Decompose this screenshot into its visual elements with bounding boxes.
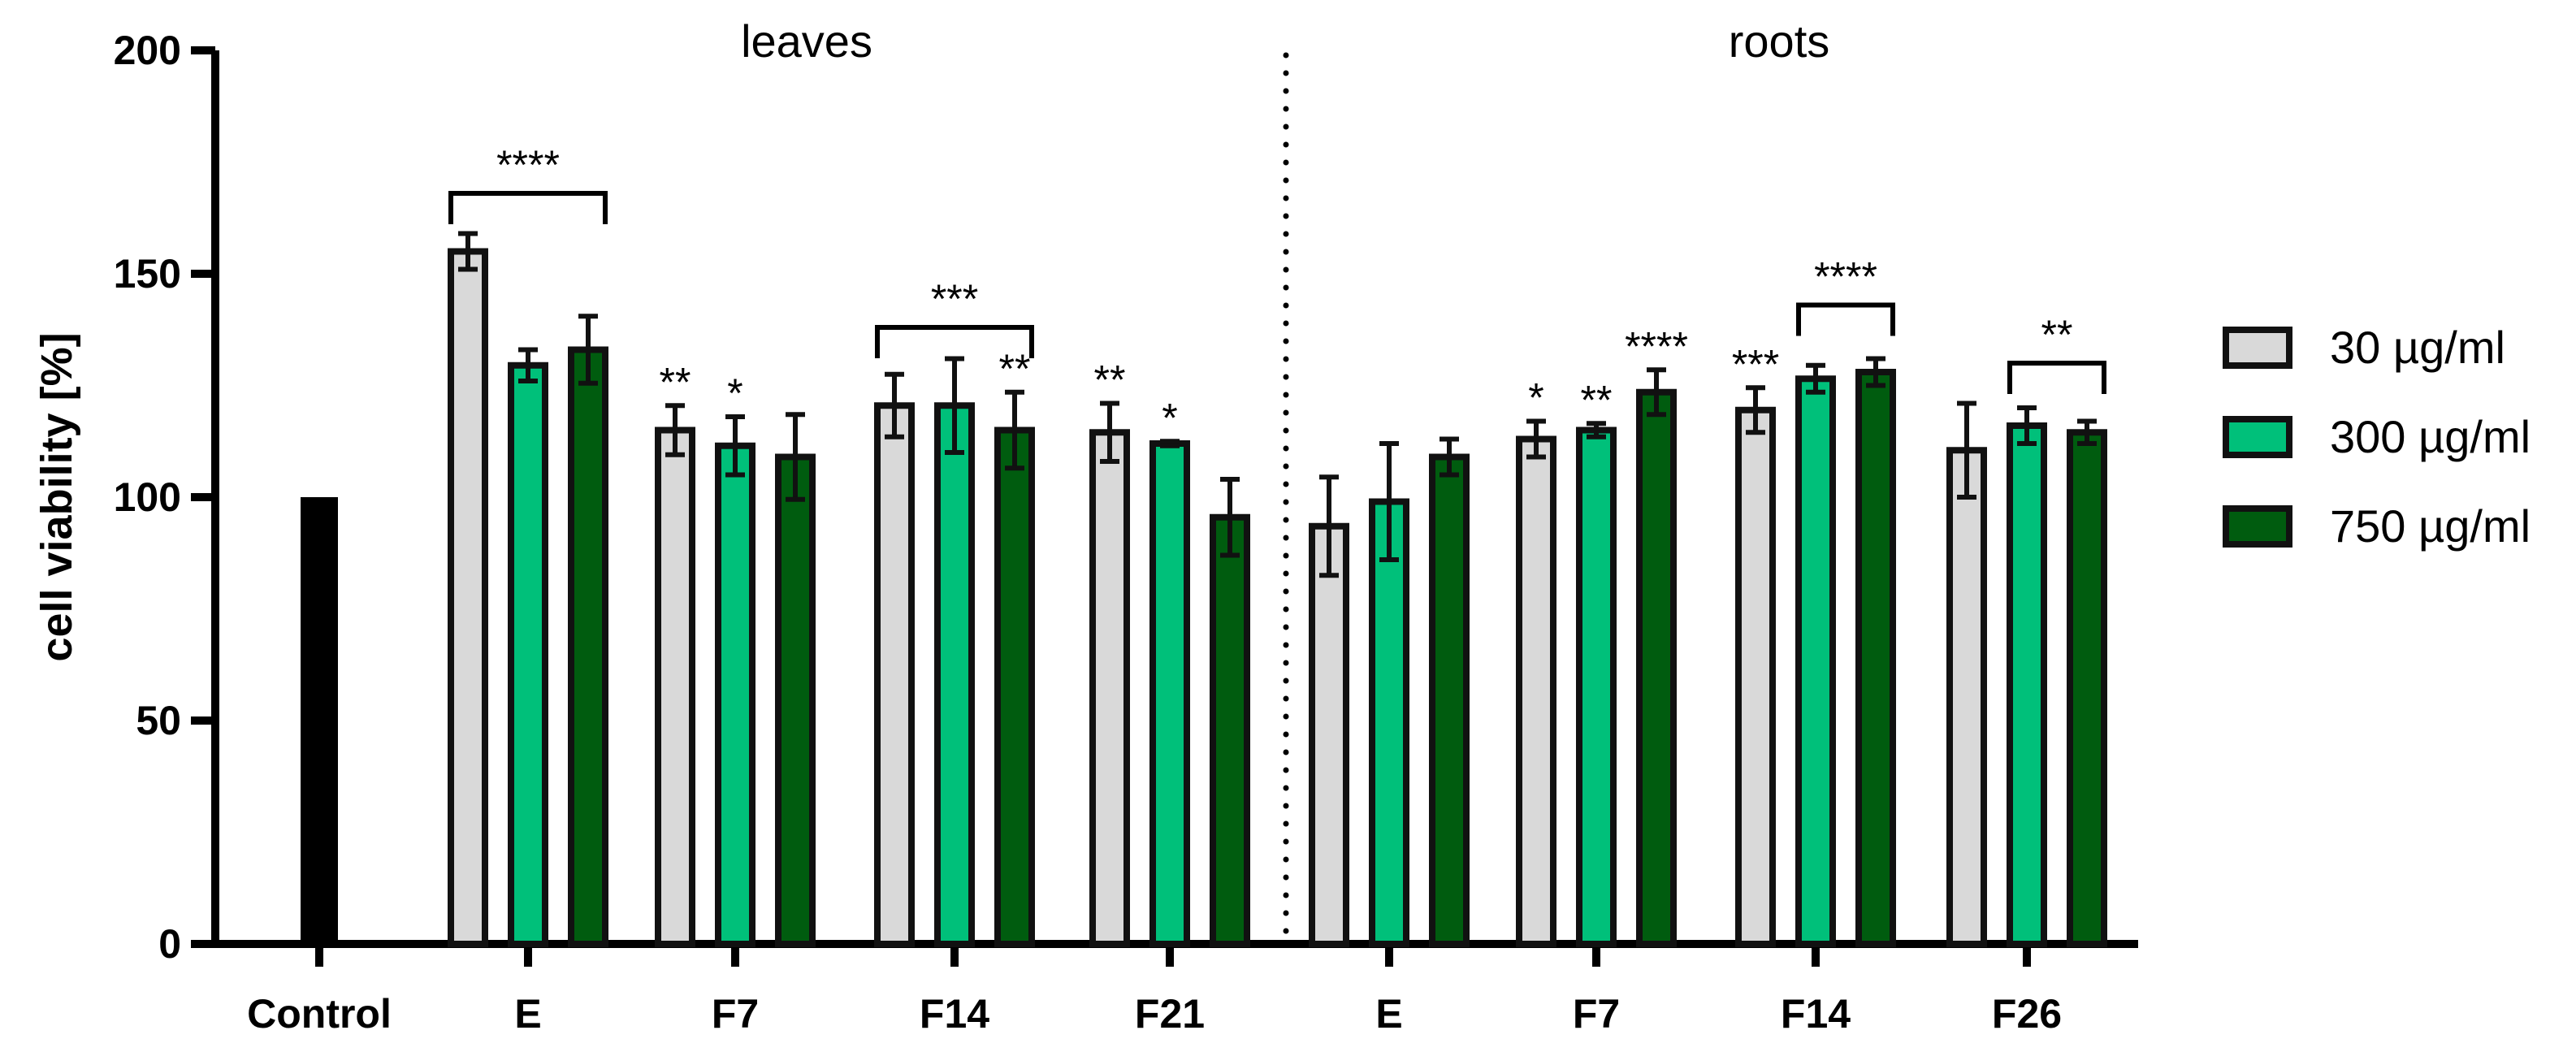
y-axis-label: cell viability [%] [32, 332, 81, 661]
bar-leaves-f14-s1 [874, 402, 915, 947]
bar-leaves-f7-s2 [715, 442, 755, 947]
significance-label: *** [1732, 341, 1779, 387]
bar-roots-f7-s1 [1516, 435, 1556, 947]
legend-label: 30 µg/ml [2330, 322, 2505, 373]
y-tick-label: 0 [158, 921, 181, 967]
bar-roots-e-s1 [1309, 522, 1349, 947]
significance-bracket-label: **** [1814, 254, 1877, 300]
x-tick-label: E [514, 991, 541, 1037]
x-tick-label: F7 [712, 991, 759, 1037]
y-tick-label: 150 [114, 251, 181, 297]
significance-label: ** [999, 346, 1031, 392]
bar-roots-f7-s3 [1636, 388, 1677, 947]
bar-roots-e-s2 [1369, 498, 1409, 947]
significance-bracket-label: ** [2041, 312, 2073, 357]
group-label-leaves: leaves [741, 15, 872, 67]
bar-roots-f26-s3 [2067, 429, 2107, 947]
y-tick-label: 100 [114, 474, 181, 520]
legend-swatch [2223, 327, 2292, 369]
significance-label: ** [1581, 377, 1613, 422]
x-tick-label: F14 [1781, 991, 1851, 1037]
bar-roots-f14-s3 [1855, 369, 1896, 947]
group-label-roots: roots [1729, 15, 1830, 67]
significance-label: * [727, 370, 742, 416]
legend-label: 300 µg/ml [2330, 411, 2531, 462]
x-tick-label: F14 [920, 991, 989, 1037]
x-tick-label: F7 [1573, 991, 1620, 1037]
bar-leaves-f21-s2 [1149, 440, 1190, 947]
significance-bracket [2007, 361, 2106, 394]
legend-swatch [2223, 505, 2292, 548]
chart-marks: ** *** *** * ****** ********** ****** [301, 142, 2107, 947]
bar-roots-f7-s2 [1576, 426, 1617, 947]
bar-roots-f14-s1 [1735, 406, 1776, 947]
significance-label: * [1528, 375, 1543, 421]
significance-label: ** [1094, 357, 1126, 403]
bar-leaves-f14-s3 [994, 426, 1035, 947]
bar-leaves-f14-s2 [934, 402, 975, 947]
bar-leaves-f21-s1 [1089, 429, 1130, 947]
bar-leaves-f7-s1 [655, 426, 695, 947]
significance-bracket [1796, 302, 1895, 336]
significance-bracket [875, 325, 1034, 358]
significance-label: * [1162, 395, 1177, 440]
significance-label: **** [1625, 323, 1688, 369]
bar-leaves-e-s3 [568, 346, 608, 947]
significance-bracket-label: **** [496, 142, 560, 188]
x-tick-label: F21 [1135, 991, 1205, 1037]
legend-swatch [2223, 416, 2292, 458]
x-tick-label-control: Control [247, 991, 392, 1037]
bar-roots-e-s3 [1429, 453, 1470, 947]
y-tick-label: 200 [114, 28, 181, 73]
y-tick-label: 50 [136, 698, 181, 743]
bar-roots-f26-s1 [1946, 447, 1987, 947]
x-tick-label: F26 [1992, 991, 2062, 1037]
significance-bracket [448, 191, 608, 224]
bar-leaves-f7-s3 [775, 453, 816, 947]
legend-label: 750 µg/ml [2330, 500, 2531, 552]
bar-roots-f26-s2 [2007, 422, 2047, 947]
x-tick-label: E [1375, 991, 1402, 1037]
bar-leaves-e-s2 [508, 361, 548, 947]
bar-control [301, 497, 338, 944]
bar-roots-f14-s2 [1795, 375, 1836, 947]
significance-bracket-label: *** [931, 276, 978, 322]
bar-leaves-f21-s3 [1210, 513, 1250, 947]
legend: 30 µg/ml 300 µg/ml 750 µg/ml [2223, 322, 2531, 552]
significance-label: ** [660, 359, 691, 405]
bar-leaves-e-s1 [448, 248, 488, 947]
